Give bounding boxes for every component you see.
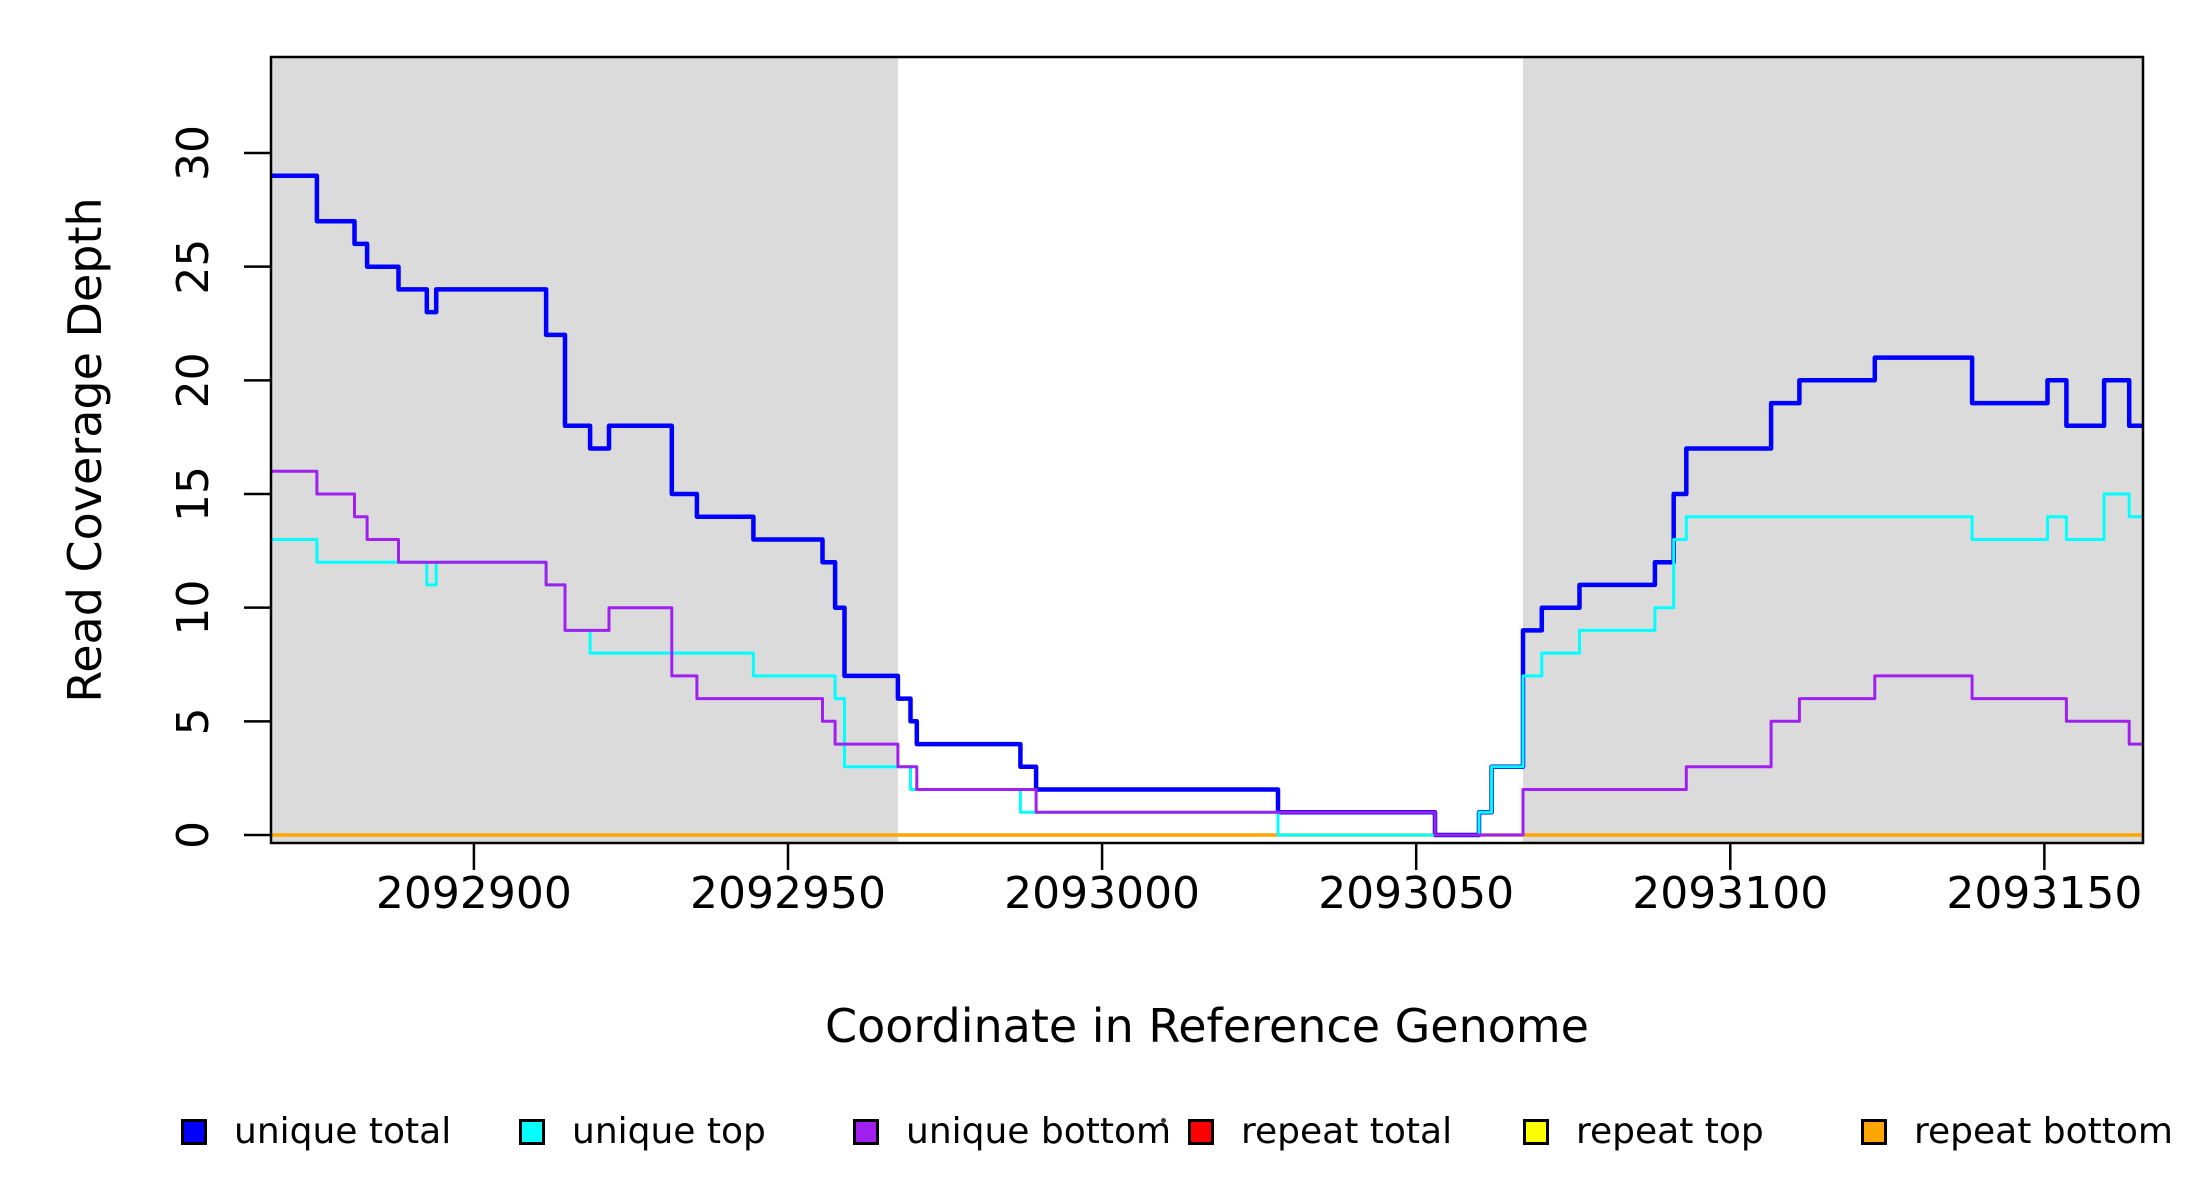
x-tick-label: 2093150	[1946, 868, 2142, 919]
series-line-unique-total	[271, 173, 2143, 838]
legend-item-label: repeat top	[1576, 1111, 1764, 1152]
plot-border	[269, 55, 2145, 845]
legend-item-label: repeat bottom	[1914, 1111, 2173, 1152]
y-tick-label: 20	[168, 352, 219, 408]
legend-item-repeat-top: repeat top	[1523, 1111, 1764, 1152]
shaded-region	[1522, 57, 2143, 843]
unique-total-swatch	[181, 1119, 207, 1145]
y-tick-label: 30	[168, 125, 219, 181]
repeat-top-swatch	[1523, 1119, 1549, 1145]
x-axis-title: Coordinate in Reference Genome	[825, 999, 1589, 1053]
legend-item-unique-total: unique total	[181, 1111, 452, 1152]
legend-item-unique-bottom: unique bottom	[853, 1111, 1172, 1152]
legend-item-label: unique bottom	[906, 1111, 1172, 1152]
legend: unique total unique top unique bottom repea…	[0, 1111, 2200, 1152]
legend-item-repeat-total: repeat total	[1188, 1111, 1453, 1152]
legend-item-unique-top: unique top	[519, 1111, 766, 1152]
unique-bottom-swatch	[853, 1119, 879, 1145]
x-tick-label: 2093050	[1318, 868, 1514, 919]
unique-top-swatch	[519, 1119, 545, 1145]
x-tick-label: 2093100	[1632, 868, 1828, 919]
y-tick-label: 15	[168, 466, 219, 522]
y-axis-title: Read Coverage Depth	[58, 197, 112, 703]
x-tick-label: 2092900	[376, 868, 572, 919]
legend-item-repeat-bottom: repeat bottom	[1861, 1111, 2173, 1152]
stray-dot-artifact	[1161, 1118, 1166, 1123]
legend-item-label: repeat total	[1241, 1111, 1453, 1152]
x-tick-label: 2092950	[690, 868, 886, 919]
y-tick-label: 0	[168, 821, 219, 849]
shaded-region	[271, 57, 898, 843]
x-tick-label: 2093000	[1004, 868, 1200, 919]
repeat-bottom-swatch	[1861, 1119, 1887, 1145]
series-line-unique-bottom	[271, 469, 2143, 837]
y-tick-label: 25	[168, 239, 219, 295]
y-tick-label: 5	[168, 707, 219, 735]
legend-item-label: unique total	[234, 1111, 452, 1152]
repeat-total-swatch	[1188, 1119, 1214, 1145]
legend-item-label: unique top	[572, 1111, 766, 1152]
y-tick-label: 10	[168, 580, 219, 636]
